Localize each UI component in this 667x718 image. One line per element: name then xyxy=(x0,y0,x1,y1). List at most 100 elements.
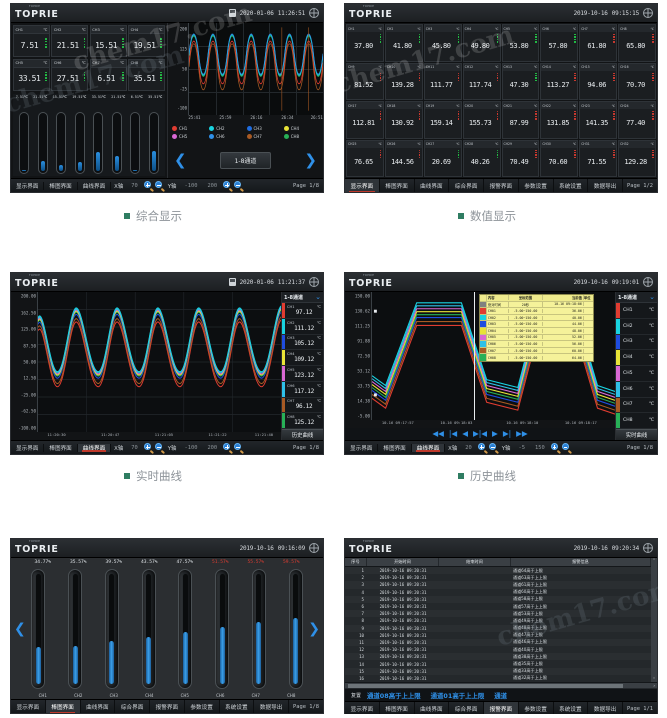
table-row[interactable]: 11 2019-10-16 09:20:31 通道46高于上上限 xyxy=(345,638,651,647)
channel-cell[interactable]: CH3 ℃ 45.80 xyxy=(423,24,462,62)
channel-cell[interactable]: CH23 ℃ 141.35 xyxy=(579,101,618,139)
channel-cell[interactable]: CH7 ℃ 61.80 xyxy=(579,24,618,62)
realtime-curve-button[interactable]: 实时曲线 xyxy=(616,429,657,440)
channel-cell[interactable]: CH10 ℃ 139.28 xyxy=(384,62,423,100)
channel-cell[interactable]: CH24 ℃ 77.40 xyxy=(618,101,656,139)
nav-系统设置[interactable]: 系统设置 xyxy=(554,179,589,192)
nav-数据导出[interactable]: 数据导出 xyxy=(588,179,623,192)
channel-readout[interactable]: CH2 ℃ 111.12 xyxy=(282,318,323,335)
nav-curve-screen[interactable]: 曲线界面 xyxy=(411,443,446,452)
prev-page-arrow[interactable]: ❮ xyxy=(174,150,187,169)
zoom-in-x-icon[interactable] xyxy=(143,443,154,455)
nav-bargraph-screen[interactable]: 棒图界面 xyxy=(378,443,412,452)
nav-bargraph-screen[interactable]: 棒图界面 xyxy=(44,181,78,190)
table-row[interactable]: 5 2019-10-16 09:20:31 通道58高于上限 xyxy=(345,595,651,603)
legend-item[interactable]: CH5 xyxy=(172,134,207,139)
legend-item[interactable]: CH1 xyxy=(172,126,207,131)
history-curve-button[interactable]: 历史曲线 xyxy=(282,429,323,440)
zoom-out-x-icon[interactable] xyxy=(488,443,499,455)
scroll-up-icon[interactable]: ˄ xyxy=(653,558,655,563)
y-max-value[interactable]: 200 xyxy=(207,444,218,451)
channel-cell[interactable]: CH6 ℃ 57.80 xyxy=(540,24,579,62)
x-axis-value[interactable]: 70 xyxy=(131,444,138,451)
zoom-out-y-icon[interactable] xyxy=(234,181,245,193)
transport-button[interactable]: ▶|◀ xyxy=(472,429,488,439)
table-row[interactable]: 6 2019-10-16 09:20:31 通道57高于上上限 xyxy=(345,602,651,611)
channel-readout[interactable]: CH4 ℃ 109.12 xyxy=(282,350,323,366)
zoom-out-y-icon[interactable] xyxy=(234,443,245,455)
vertical-scrollbar[interactable]: ˄ ˅ xyxy=(651,558,657,682)
horizontal-scrollbar[interactable]: › xyxy=(345,682,657,688)
channel-cell[interactable]: CH8 ℃ 65.80 xyxy=(618,24,656,62)
chevron-down-icon[interactable]: ⌄ xyxy=(315,292,321,301)
table-row[interactable]: 4 2019-10-16 09:20:31 通道60高于上上限 xyxy=(345,588,651,596)
zoom-in-y-icon[interactable] xyxy=(223,443,234,455)
nav-curve-screen[interactable]: 曲线界面 xyxy=(77,443,112,452)
legend-item[interactable]: CH3 xyxy=(246,126,282,131)
table-row[interactable]: 9 2019-10-16 09:20:31 通道48高于上上限 xyxy=(345,624,651,632)
channel-legend-row[interactable]: CH1 ℃ xyxy=(616,303,657,319)
channel-legend-row[interactable]: CH6 ℃ xyxy=(616,381,657,398)
channel-readout[interactable]: CH8 ℃ 125.12 xyxy=(282,413,323,429)
channel-cell[interactable]: CH11 ℃ 111.77 xyxy=(423,62,462,100)
nav-显示界面[interactable]: 显示界面 xyxy=(345,702,380,714)
chart-plot-area[interactable] xyxy=(188,23,323,115)
channel-readout[interactable]: CH3 ℃ 105.12 xyxy=(282,334,323,351)
channel-cell[interactable]: CH31 ℃ 71.55 xyxy=(579,139,618,177)
nav-曲线界面[interactable]: 曲线界面 xyxy=(81,700,116,713)
nav-数据导出[interactable]: 数据导出 xyxy=(588,702,623,714)
chart-plot-area[interactable] xyxy=(37,292,281,432)
channel-legend-row[interactable]: CH7 ℃ xyxy=(616,397,657,414)
table-row[interactable]: 12 2019-10-16 09:20:31 通道40高于上限 xyxy=(345,646,651,654)
channel-legend-row[interactable]: CH4 ℃ xyxy=(616,350,657,366)
x-axis-value[interactable]: 20 xyxy=(465,444,472,451)
legend-item[interactable]: CH4 xyxy=(283,126,319,131)
channel-cell[interactable]: CH1 ℃ 7.51 xyxy=(13,25,50,57)
nav-棒图界面[interactable]: 棒图界面 xyxy=(45,700,81,713)
channel-cell[interactable]: CH29 ℃ 70.49 xyxy=(501,139,540,177)
channel-cell[interactable]: CH1 ℃ 37.80 xyxy=(346,24,384,62)
zoom-out-y-icon[interactable] xyxy=(561,443,572,455)
channel-cell[interactable]: CH5 ℃ 33.51 xyxy=(13,58,50,91)
channel-legend-row[interactable]: CH2 ℃ xyxy=(616,318,657,335)
channel-cell[interactable]: CH32 ℃ 129.28 xyxy=(618,139,656,177)
nav-显示界面[interactable]: 显示界面 xyxy=(11,700,46,713)
network-icon[interactable] xyxy=(643,277,653,287)
nav-综合界面[interactable]: 综合界面 xyxy=(449,179,484,192)
channel-group-button[interactable]: 1-8通道 xyxy=(219,151,272,169)
network-icon[interactable] xyxy=(309,543,319,553)
nav-数据导出[interactable]: 数据导出 xyxy=(254,700,289,713)
zoom-in-y-icon[interactable] xyxy=(223,181,234,193)
channel-cell[interactable]: CH14 ℃ 113.27 xyxy=(540,62,579,100)
y-max-value[interactable]: 150 xyxy=(534,444,545,451)
next-page-arrow[interactable]: ❯ xyxy=(308,620,320,637)
nav-display-screen[interactable]: 显示界面 xyxy=(11,181,45,190)
network-icon[interactable] xyxy=(643,543,653,553)
zoom-out-x-icon[interactable] xyxy=(154,443,165,455)
channel-cell[interactable]: CH20 ℃ 155.73 xyxy=(462,101,501,139)
scroll-right-icon[interactable]: › xyxy=(653,683,655,688)
reset-button[interactable]: 复置 xyxy=(351,692,362,699)
channel-cell[interactable]: CH12 ℃ 117.74 xyxy=(462,62,501,100)
channel-cell[interactable]: CH4 ℃ 49.80 xyxy=(462,24,501,62)
zoom-in-x-icon[interactable] xyxy=(143,181,154,193)
legend-item[interactable]: CH8 xyxy=(283,134,319,139)
zoom-in-x-icon[interactable] xyxy=(477,443,488,455)
nav-系统设置[interactable]: 系统设置 xyxy=(554,702,589,714)
table-row[interactable]: 13 2019-10-16 09:20:31 通道38高于上上限 xyxy=(345,653,651,661)
nav-棒图界面[interactable]: 棒图界面 xyxy=(380,702,415,714)
nav-曲线界面[interactable]: 曲线界面 xyxy=(415,179,450,192)
channel-cell[interactable]: CH28 ℃ 40.26 xyxy=(462,139,501,177)
nav-参数设置[interactable]: 参数设置 xyxy=(185,700,220,713)
nav-参数设置[interactable]: 参数设置 xyxy=(519,702,554,714)
table-row[interactable]: 8 2019-10-16 09:20:31 通道49高于上限 xyxy=(345,617,651,625)
channel-group-selector[interactable]: 1-8通道 ⌄ xyxy=(616,292,657,303)
nav-display-screen[interactable]: 显示界面 xyxy=(11,443,45,452)
channel-readout[interactable]: CH1 ℃ 97.12 xyxy=(282,303,323,319)
channel-cell[interactable]: CH19 ℃ 159.14 xyxy=(423,101,462,139)
alarm-table-body[interactable]: 1 2019-10-16 09:20:31 通道64高于上限 2 2019-10-16 … xyxy=(345,567,651,682)
channel-legend-row[interactable]: CH5 ℃ xyxy=(616,366,657,382)
channel-cell[interactable]: CH7 ℃ 6.51 xyxy=(89,58,127,91)
channel-cell[interactable]: CH5 ℃ 53.80 xyxy=(501,24,540,62)
channel-cell[interactable]: CH6 ℃ 27.51 xyxy=(51,58,89,91)
